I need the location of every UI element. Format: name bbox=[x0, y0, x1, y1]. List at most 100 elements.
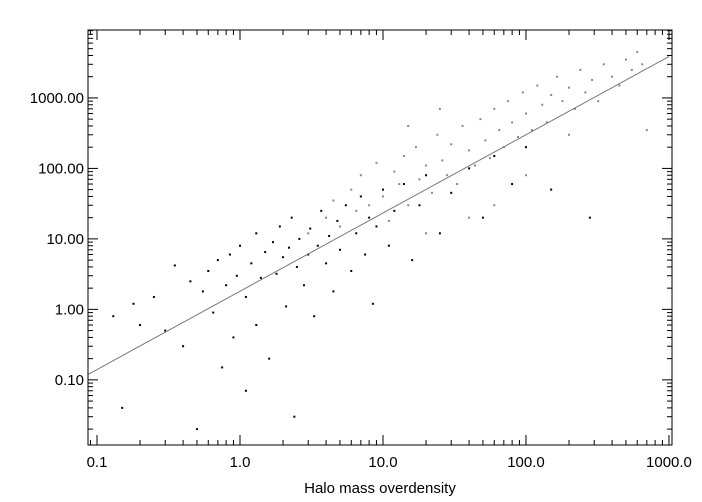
point bbox=[545, 121, 548, 124]
point bbox=[588, 216, 591, 219]
point bbox=[350, 188, 353, 191]
point bbox=[556, 75, 559, 78]
point bbox=[255, 324, 258, 327]
x-tick-label: 0.1 bbox=[87, 454, 108, 471]
point bbox=[338, 248, 341, 251]
point bbox=[468, 149, 471, 152]
point bbox=[307, 253, 310, 256]
point bbox=[561, 100, 564, 103]
point bbox=[645, 129, 648, 132]
point bbox=[411, 259, 414, 262]
point bbox=[436, 133, 439, 136]
point bbox=[164, 329, 167, 332]
y-tick-label: 0.10 bbox=[55, 372, 84, 389]
point bbox=[493, 107, 496, 110]
point bbox=[517, 135, 520, 138]
point bbox=[268, 357, 271, 360]
point bbox=[350, 270, 353, 273]
point bbox=[430, 191, 433, 194]
point bbox=[325, 262, 328, 265]
plot-frame bbox=[87, 29, 673, 446]
point bbox=[468, 167, 471, 170]
point bbox=[309, 227, 312, 230]
point bbox=[461, 124, 464, 127]
point bbox=[182, 345, 185, 348]
point bbox=[255, 232, 258, 235]
point bbox=[524, 174, 527, 177]
point bbox=[320, 209, 323, 212]
point bbox=[498, 129, 501, 132]
point bbox=[479, 118, 482, 121]
point bbox=[524, 112, 527, 115]
y-tick-label: 100.00 bbox=[38, 160, 84, 177]
point bbox=[425, 174, 428, 177]
point bbox=[250, 262, 253, 265]
point bbox=[387, 244, 390, 247]
point bbox=[425, 232, 428, 235]
point bbox=[295, 265, 298, 268]
point bbox=[216, 259, 219, 262]
point bbox=[591, 78, 594, 81]
point bbox=[228, 253, 231, 256]
point bbox=[368, 204, 371, 207]
point bbox=[445, 174, 448, 177]
point bbox=[132, 302, 135, 305]
point bbox=[602, 63, 605, 66]
point bbox=[550, 94, 553, 97]
point bbox=[597, 100, 600, 103]
point bbox=[235, 274, 238, 277]
point bbox=[355, 232, 358, 235]
point bbox=[189, 280, 192, 283]
point bbox=[611, 75, 614, 78]
point bbox=[244, 389, 247, 392]
point bbox=[313, 315, 316, 318]
point bbox=[641, 63, 644, 66]
point bbox=[618, 84, 621, 87]
point bbox=[441, 159, 444, 162]
point bbox=[484, 139, 487, 142]
point bbox=[225, 284, 228, 287]
x-tick-label: 1.0 bbox=[230, 454, 251, 471]
point bbox=[438, 107, 441, 110]
point bbox=[152, 295, 155, 298]
y-tick-label: 1.00 bbox=[55, 301, 84, 318]
point bbox=[173, 264, 176, 267]
point bbox=[364, 253, 367, 256]
point bbox=[481, 216, 484, 219]
point bbox=[473, 164, 476, 167]
point bbox=[450, 143, 453, 146]
point bbox=[285, 305, 288, 308]
point bbox=[488, 157, 491, 160]
point bbox=[541, 103, 544, 106]
point bbox=[636, 50, 639, 53]
point bbox=[355, 209, 358, 212]
point bbox=[375, 161, 378, 164]
x-tick-label: 1000.0 bbox=[646, 454, 692, 471]
point bbox=[438, 232, 441, 235]
point bbox=[468, 216, 471, 219]
point bbox=[402, 154, 405, 157]
point bbox=[407, 124, 410, 127]
point bbox=[375, 225, 378, 228]
point bbox=[298, 237, 301, 240]
point bbox=[381, 195, 384, 198]
point bbox=[511, 183, 514, 186]
fit-line bbox=[88, 56, 670, 375]
point bbox=[568, 133, 571, 136]
point bbox=[536, 84, 539, 87]
point bbox=[414, 146, 417, 149]
point bbox=[624, 58, 627, 61]
point bbox=[287, 246, 290, 249]
point bbox=[398, 183, 401, 186]
point bbox=[359, 174, 362, 177]
point bbox=[212, 311, 215, 314]
point bbox=[275, 272, 278, 275]
point bbox=[368, 216, 371, 219]
point bbox=[221, 366, 224, 369]
point bbox=[511, 121, 514, 124]
point bbox=[450, 191, 453, 194]
point bbox=[393, 170, 396, 173]
point bbox=[407, 204, 410, 207]
y-tick-label: 10.00 bbox=[46, 231, 84, 248]
